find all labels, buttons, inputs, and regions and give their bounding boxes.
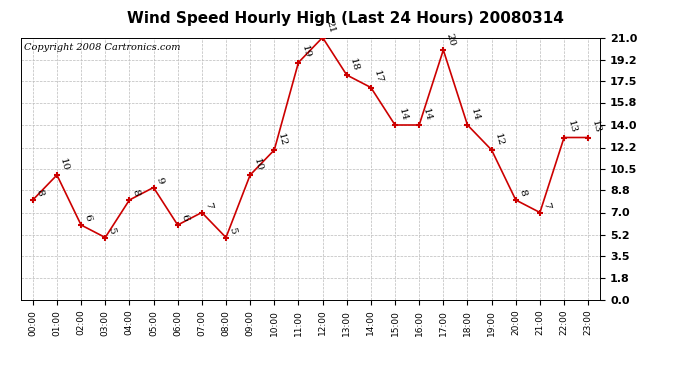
Text: 12: 12 <box>276 132 288 147</box>
Text: 19: 19 <box>300 45 312 60</box>
Text: 17: 17 <box>373 70 384 85</box>
Text: 8: 8 <box>131 189 141 197</box>
Text: 20: 20 <box>445 32 457 47</box>
Text: 18: 18 <box>348 57 360 72</box>
Text: 13: 13 <box>590 120 602 135</box>
Text: 7: 7 <box>204 201 214 210</box>
Text: 6: 6 <box>83 213 93 222</box>
Text: Copyright 2008 Cartronics.com: Copyright 2008 Cartronics.com <box>23 43 180 52</box>
Text: 7: 7 <box>542 201 552 210</box>
Text: 10: 10 <box>59 157 70 172</box>
Text: 6: 6 <box>179 213 190 222</box>
Text: 5: 5 <box>107 226 117 235</box>
Text: 14: 14 <box>397 107 408 122</box>
Text: 10: 10 <box>252 157 264 172</box>
Text: 14: 14 <box>469 107 481 122</box>
Text: 14: 14 <box>421 107 433 122</box>
Text: 12: 12 <box>493 132 505 147</box>
Text: 13: 13 <box>566 120 578 135</box>
Text: 21: 21 <box>324 20 336 35</box>
Text: 9: 9 <box>155 176 166 185</box>
Text: Wind Speed Hourly High (Last 24 Hours) 20080314: Wind Speed Hourly High (Last 24 Hours) 2… <box>126 11 564 26</box>
Text: 8: 8 <box>34 189 45 197</box>
Text: 8: 8 <box>518 189 528 197</box>
Text: 5: 5 <box>228 226 238 235</box>
